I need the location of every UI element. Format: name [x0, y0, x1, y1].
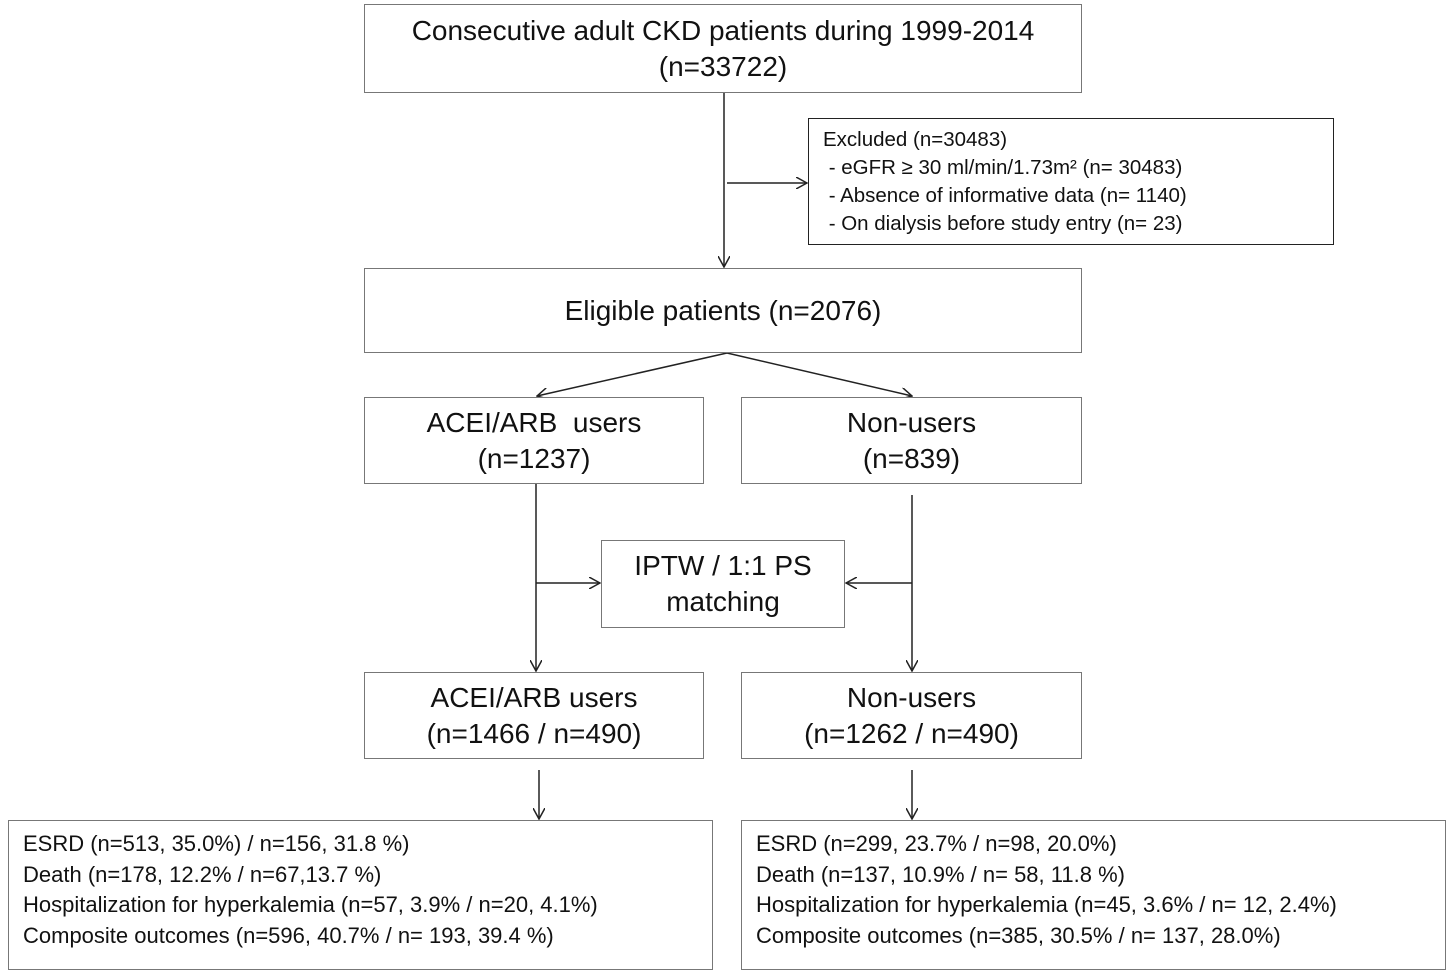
text-line: Composite outcomes (n=385, 30.5% / n= 13… [756, 922, 1281, 948]
source-box: Consecutive adult CKD patients during 19… [364, 4, 1082, 93]
text-line: Consecutive adult CKD patients during 19… [411, 14, 1035, 46]
text-line: Eligible patients (n=2076) [564, 294, 882, 326]
text-line: Non-users [846, 406, 977, 438]
excluded-box: Excluded (n=30483) - eGFR ≥ 30 ml/min/1.… [808, 118, 1334, 245]
text-line: (n=839) [862, 442, 961, 474]
text-line: (n=33722) [658, 50, 788, 82]
text-line: Composite outcomes (n=596, 40.7% / n= 19… [23, 922, 554, 948]
matching-box: IPTW / 1:1 PS matching [601, 540, 845, 628]
arrow [537, 352, 728, 396]
text-line: Death (n=137, 10.9% / n= 58, 11.8 %) [756, 861, 1125, 887]
text-line: (n=1262 / n=490) [804, 717, 1019, 749]
text-line: Death (n=178, 12.2% / n=67,13.7 %) [23, 861, 382, 887]
text-line: ACEI/ARB users [426, 406, 642, 438]
nonusers-matched-box: Non-users (n=1262 / n=490) [741, 672, 1082, 759]
text-line: Excluded (n=30483) [823, 127, 1008, 151]
eligible-box: Eligible patients (n=2076) [364, 268, 1082, 353]
text-line: Hospitalization for hyperkalemia (n=57, … [23, 892, 598, 917]
text-line: - eGFR ≥ 30 ml/min/1.73m² (n= 30483) [823, 155, 1183, 179]
users-outcomes-box: ESRD (n=513, 35.0%) / n=156, 31.8 %) Deat… [8, 820, 713, 970]
arrow [726, 352, 912, 396]
text-line: - Absence of informative data (n= 1140) [823, 183, 1187, 207]
text-line: - On dialysis before study entry (n= 23) [823, 211, 1183, 235]
text-line: ESRD (n=299, 23.7% / n=98, 20.0%) [756, 831, 1117, 856]
text-line: IPTW / 1:1 PS [634, 550, 812, 581]
users-matched-box: ACEI/ARB users (n=1466 / n=490) [364, 672, 704, 759]
nonusers-box: Non-users (n=839) [741, 397, 1082, 484]
users-box: ACEI/ARB users (n=1237) [364, 397, 704, 484]
text-line: Non-users [846, 681, 977, 713]
text-line: (n=1237) [477, 442, 591, 474]
text-line: Hospitalization for hyperkalemia (n=45, … [756, 892, 1337, 917]
text-line: ACEI/ARB users [430, 681, 638, 713]
text-line: ESRD (n=513, 35.0%) / n=156, 31.8 %) [23, 831, 410, 856]
text-line: (n=1466 / n=490) [426, 717, 642, 749]
nonusers-outcomes-box: ESRD (n=299, 23.7% / n=98, 20.0%) Death (… [741, 820, 1446, 970]
text-line: matching [666, 586, 780, 617]
